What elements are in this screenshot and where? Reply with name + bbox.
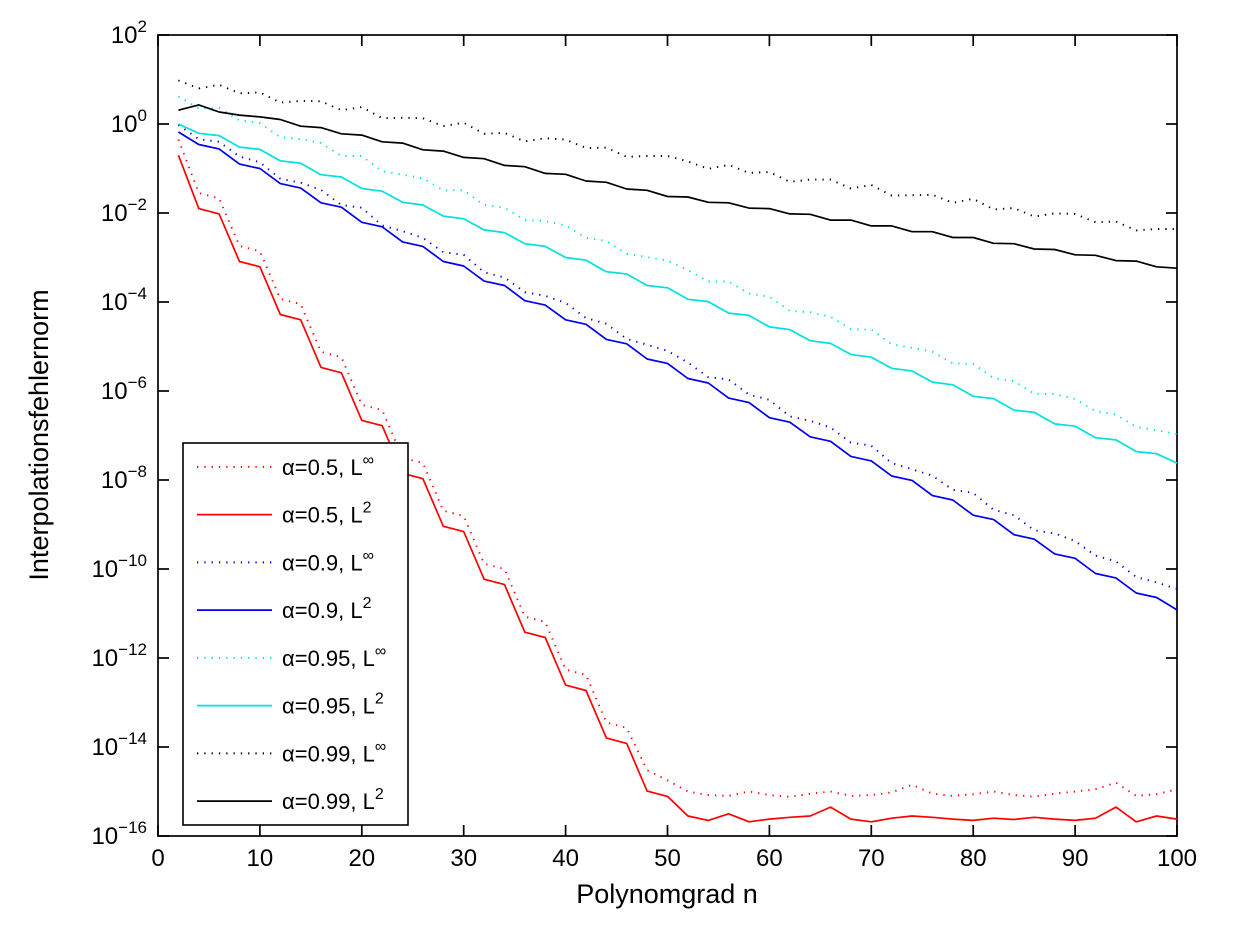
series-line-α=0.9, L² <box>177 131 1178 611</box>
y-tick-label: 10−8 <box>101 462 147 494</box>
y-tick-label: 102 <box>111 17 147 49</box>
legend-item-label: α=0.99, L2 <box>282 786 384 814</box>
legend-item-label: α=0.5, L2 <box>282 500 372 528</box>
x-axis-label: Polynomgrad n <box>576 879 758 909</box>
x-tick-label: 30 <box>450 845 477 872</box>
x-tick-labels: 0 10 20 30 40 50 60 70 80 90 100 <box>151 845 1197 872</box>
x-tick-label: 0 <box>151 845 164 872</box>
series-line-α=0.99, L∞ <box>178 79 1177 232</box>
x-tick-label: 60 <box>756 845 783 872</box>
series-lines <box>177 79 1178 823</box>
y-tick-label: 10−4 <box>101 284 147 316</box>
y-tick-labels: 102 100 10−2 10−4 10−6 10−8 10−10 10−12 10−14 10−… <box>91 17 147 850</box>
x-tick-label: 80 <box>960 845 987 872</box>
y-tick-label: 10−14 <box>91 729 147 761</box>
x-tick-label: 40 <box>552 845 579 872</box>
legend-item-label: α=0.9, L∞ <box>282 547 374 575</box>
x-tick-label: 90 <box>1062 845 1089 872</box>
series-line-α=0.95, L² <box>178 123 1178 464</box>
x-tick-label: 100 <box>1157 845 1197 872</box>
axis-ticks <box>157 34 1178 837</box>
series-line-α=0.5, L² <box>177 154 1178 823</box>
y-tick-label: 100 <box>111 106 147 138</box>
y-tick-label: 10−16 <box>91 818 147 850</box>
series-line-α=0.99, L² <box>178 104 1178 270</box>
legend-item-label: α=0.95, L2 <box>282 691 384 719</box>
legend-item-label: α=0.95, L∞ <box>282 643 386 671</box>
legend-box: α=0.5, L∞ α=0.5, L2 α=0.9, L∞ α=0.9, L2 α=0.… <box>182 442 409 826</box>
y-tick-label: 10−10 <box>91 551 147 583</box>
x-tick-label: 50 <box>654 845 681 872</box>
x-tick-label: 70 <box>858 845 885 872</box>
x-tick-label: 20 <box>348 845 375 872</box>
legend-border <box>182 442 409 826</box>
series-line-α=0.95, L∞ <box>177 95 1178 436</box>
y-tick-label: 10−2 <box>101 195 147 227</box>
series-line-α=0.9, L∞ <box>177 124 1178 590</box>
y-axis-label: Interpolationsfehlernorm <box>24 289 54 580</box>
legend-item-label: α=0.9, L2 <box>282 595 372 623</box>
legend-item-label: α=0.99, L∞ <box>282 738 386 766</box>
y-tick-label: 10−12 <box>91 640 147 672</box>
x-tick-label: 10 <box>247 845 274 872</box>
y-tick-label: 10−6 <box>101 373 147 405</box>
legend-item-label: α=0.5, L∞ <box>282 452 374 480</box>
